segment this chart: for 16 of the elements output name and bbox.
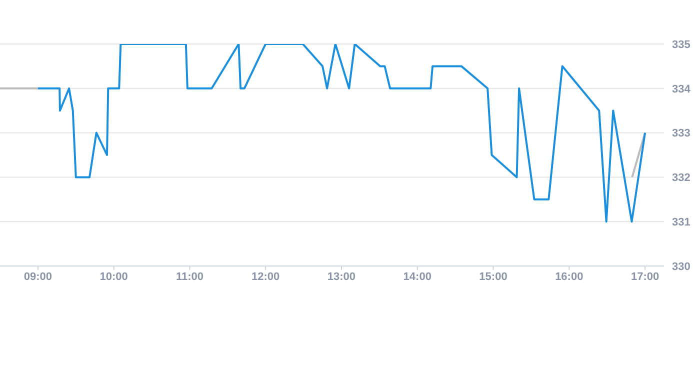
y-tick-label: 332 — [672, 172, 690, 184]
x-tick-label: 15:00 — [479, 270, 508, 283]
line-series — [36, 44, 646, 223]
x-tick-label: 16:00 — [555, 270, 584, 283]
x-tick-label: 14:00 — [403, 270, 432, 283]
x-tick-label: 09:00 — [24, 270, 52, 283]
x-tick-label: 13:00 — [327, 270, 356, 283]
x-tick-label: 17:00 — [630, 270, 660, 283]
y-tick-label: 330 — [672, 260, 690, 273]
x-tick-label: 10:00 — [100, 270, 128, 283]
y-tick-label: 333 — [672, 128, 690, 140]
x-tick-label: 11:00 — [176, 270, 204, 283]
y-tick-label: 331 — [672, 216, 690, 229]
y-tick-label: 335 — [672, 38, 690, 51]
y-tick-label: 334 — [672, 83, 692, 96]
x-tick-label: 12:00 — [252, 270, 280, 283]
